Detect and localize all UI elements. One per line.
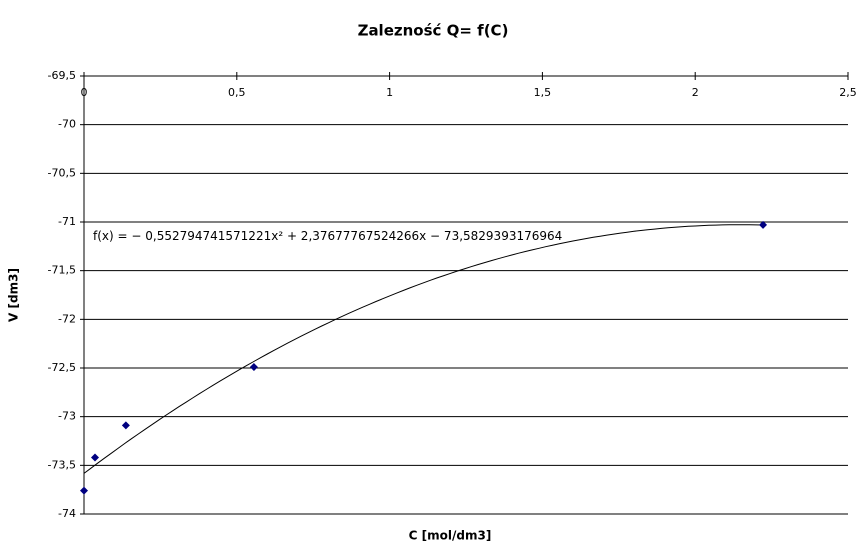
data-point <box>759 220 768 229</box>
data-point <box>121 421 130 430</box>
y-tick-label: -72 <box>58 312 76 325</box>
y-tick-label: -74 <box>58 507 76 520</box>
y-tick-label: -71,5 <box>48 264 76 277</box>
x-tick-label: 2,5 <box>839 86 857 99</box>
x-axis-label: C [mol/dm3] <box>409 529 492 543</box>
x-tick-label: 1,5 <box>534 86 552 99</box>
trendline <box>83 224 764 474</box>
y-tick-label: -71 <box>58 215 76 228</box>
y-tick-label: -72,5 <box>48 361 76 374</box>
y-tick-label: -69,5 <box>48 69 76 82</box>
x-tick-label: 2 <box>692 86 699 99</box>
chart-title: Zalezność Q= f(C) <box>358 22 509 40</box>
y-tick-label: -73 <box>58 410 76 423</box>
data-point <box>91 453 100 462</box>
y-tick-label: -70 <box>58 118 76 131</box>
data-point <box>80 486 88 495</box>
y-axis-label: V [dm3] <box>7 268 21 322</box>
trendline-equation: f(x) = − 0,552794741571221x² + 2,3767776… <box>93 229 562 243</box>
y-tick-label: -70,5 <box>48 166 76 179</box>
y-tick-label: -73,5 <box>48 458 76 471</box>
x-tick-label: 1 <box>386 86 393 99</box>
data-point <box>249 363 258 372</box>
x-tick-label: 0,5 <box>228 86 246 99</box>
